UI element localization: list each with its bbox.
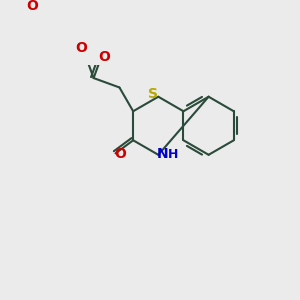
Text: O: O: [26, 0, 38, 13]
Text: S: S: [148, 87, 158, 100]
Text: H: H: [168, 148, 178, 160]
Text: N: N: [156, 147, 168, 161]
Text: O: O: [114, 147, 126, 161]
Text: O: O: [75, 41, 87, 55]
Text: O: O: [99, 50, 110, 64]
